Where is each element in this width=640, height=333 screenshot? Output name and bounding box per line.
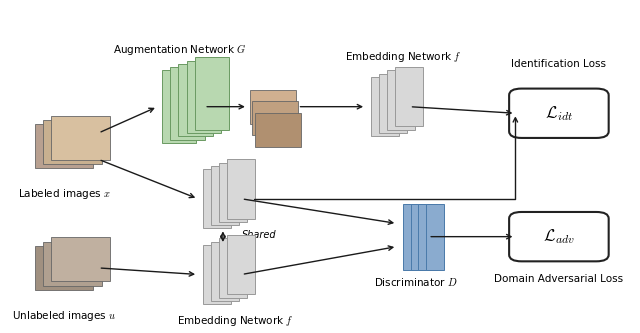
FancyBboxPatch shape [51, 116, 109, 160]
Bar [203, 169, 230, 228]
Bar [403, 204, 422, 269]
Text: Identification Loss: Identification Loss [511, 59, 607, 69]
Bar [170, 67, 205, 140]
Bar [227, 235, 255, 294]
Text: Labeled images $x$: Labeled images $x$ [18, 187, 111, 201]
Text: Unlabeled images $u$: Unlabeled images $u$ [12, 309, 116, 323]
FancyBboxPatch shape [51, 237, 109, 281]
Text: Augmentation Network $G$: Augmentation Network $G$ [113, 42, 246, 57]
Text: Embedding Network $f$: Embedding Network $f$ [345, 50, 461, 64]
Text: Domain Adversarial Loss: Domain Adversarial Loss [494, 274, 623, 284]
Bar [379, 74, 407, 133]
Bar [186, 61, 221, 133]
Bar [219, 163, 247, 222]
Text: $\mathcal{L}_{adv}$: $\mathcal{L}_{adv}$ [543, 227, 575, 246]
Bar [211, 166, 239, 225]
FancyBboxPatch shape [35, 246, 93, 290]
Bar [387, 71, 415, 130]
FancyBboxPatch shape [509, 89, 609, 138]
Bar [195, 57, 229, 130]
FancyBboxPatch shape [509, 212, 609, 261]
FancyBboxPatch shape [43, 241, 102, 286]
Bar [227, 159, 255, 218]
Bar [426, 204, 444, 269]
FancyBboxPatch shape [43, 120, 102, 164]
Bar [419, 204, 437, 269]
FancyBboxPatch shape [252, 101, 298, 135]
Bar [395, 67, 423, 127]
Bar [219, 238, 247, 297]
Bar [411, 204, 429, 269]
Bar [371, 77, 399, 136]
FancyBboxPatch shape [255, 113, 301, 147]
Bar [163, 71, 196, 143]
Bar [211, 241, 239, 301]
Bar [179, 64, 212, 136]
Text: Discriminator $D$: Discriminator $D$ [374, 276, 458, 288]
FancyBboxPatch shape [35, 124, 93, 168]
Text: Shared: Shared [241, 230, 276, 240]
FancyBboxPatch shape [250, 90, 296, 124]
Text: $\mathcal{L}_{idt}$: $\mathcal{L}_{idt}$ [545, 104, 573, 123]
Bar [203, 245, 230, 304]
Text: Embedding Network $f$: Embedding Network $f$ [177, 314, 294, 328]
